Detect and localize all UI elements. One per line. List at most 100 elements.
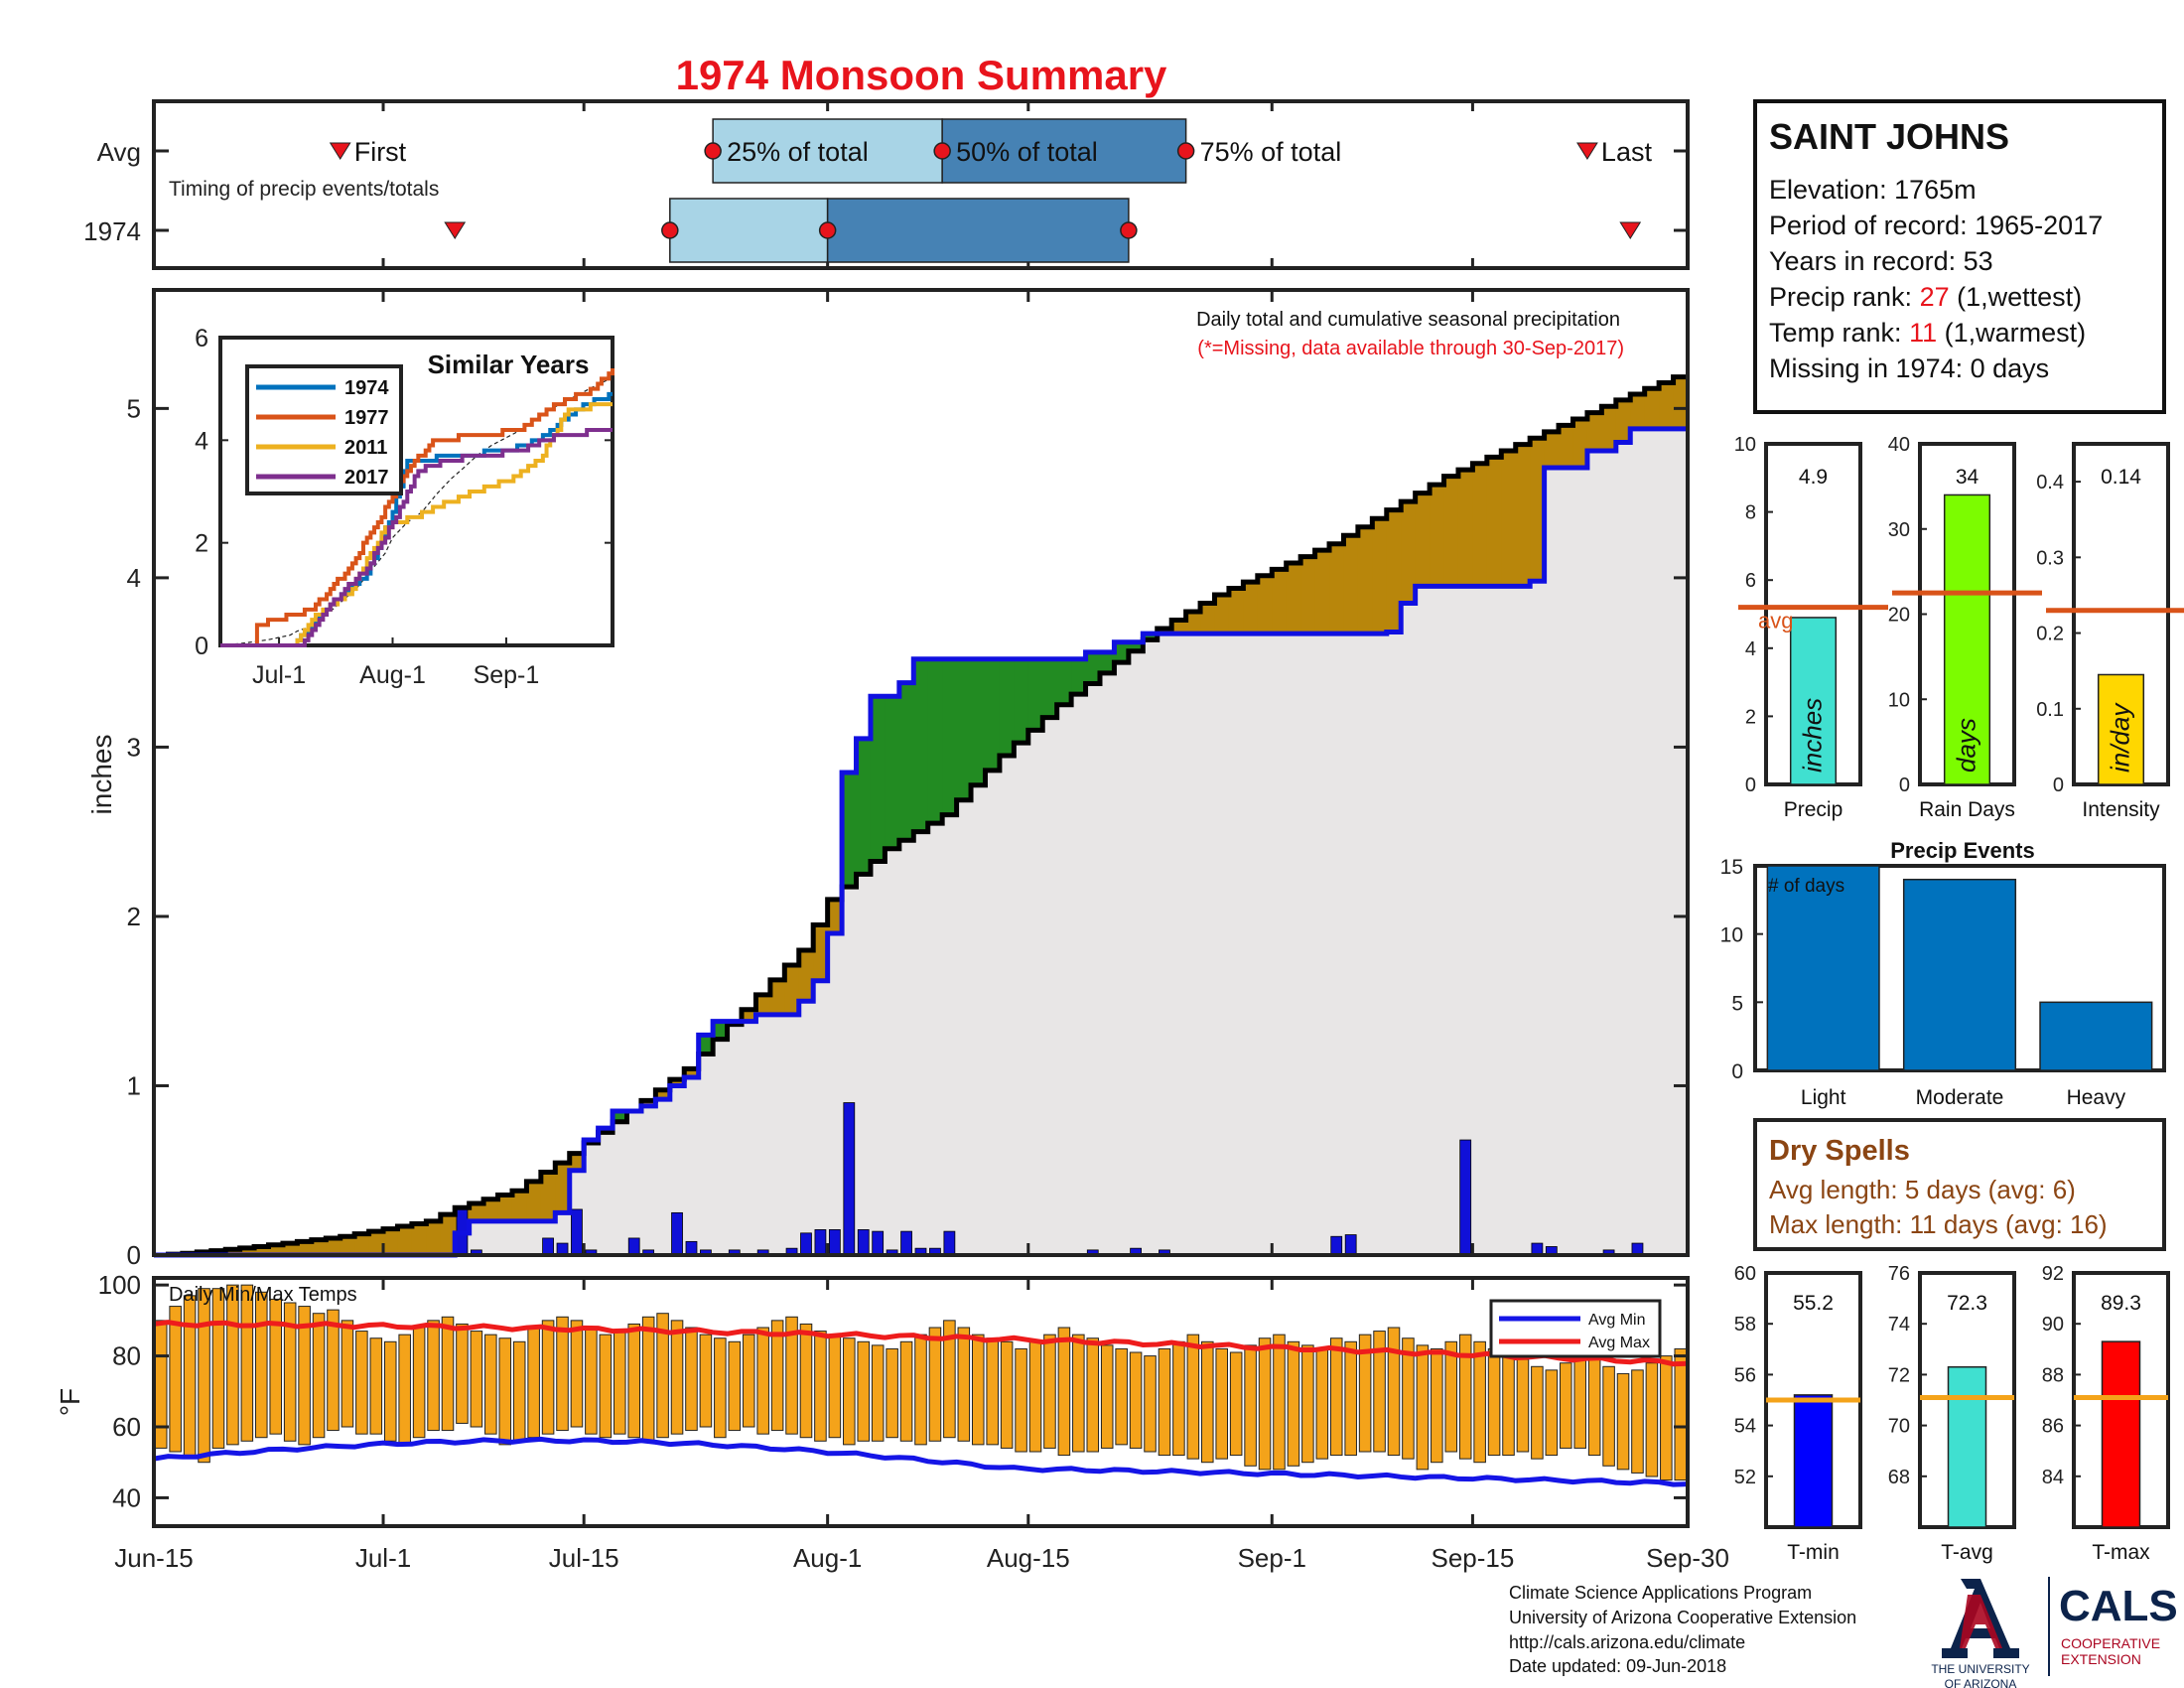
deficit-segment xyxy=(1314,550,1330,634)
tsum-ytick-label: 52 xyxy=(1734,1467,1756,1488)
inset-xtick-label: Jul-1 xyxy=(252,661,306,689)
timing-quantile-dot xyxy=(704,142,722,160)
temp-range-bar xyxy=(327,1309,340,1432)
temp-range-bar xyxy=(1502,1355,1515,1457)
tsum-ytick-label: 60 xyxy=(1734,1263,1756,1285)
university-of-arizona-logo: THE UNIVERSITY OF ARIZONA CALS COOPERATI… xyxy=(1931,1577,2178,1688)
deficit-segment xyxy=(1486,457,1502,587)
stat-unit-label: inches xyxy=(1798,698,1828,773)
footer-line-3: http://cals.arizona.edu/climate xyxy=(1509,1632,1745,1652)
stat-ytick-label: 0.1 xyxy=(2036,699,2064,721)
deficit-segment xyxy=(411,1223,427,1255)
daily-precip-bar xyxy=(872,1230,885,1256)
deficit-segment xyxy=(1415,492,1431,587)
temp-range-bar xyxy=(484,1334,497,1435)
temp-range-bar xyxy=(283,1302,297,1442)
deficit-segment xyxy=(1515,444,1531,587)
deficit-segment xyxy=(383,1228,398,1255)
stat-value-label: 34 xyxy=(1956,466,1979,489)
inset-avg-dashed-line xyxy=(219,376,614,646)
inset-ytick-label: 4 xyxy=(195,427,208,455)
deficit-segment xyxy=(1601,406,1617,451)
deficit-segment xyxy=(1272,569,1288,634)
events-ytick-label: 15 xyxy=(1720,856,1743,879)
tsum-ytick-label: 92 xyxy=(2042,1263,2064,1285)
temp-range-bar xyxy=(1129,1351,1143,1449)
surplus-segment xyxy=(956,658,972,800)
temp-range-bar xyxy=(914,1334,927,1446)
surplus-segment xyxy=(999,658,1015,756)
stat-bar-Intensity xyxy=(2097,673,2145,785)
daily-precip-bar xyxy=(843,1102,856,1256)
temp-range-bar xyxy=(1186,1334,1200,1460)
deficit-segment xyxy=(769,979,785,1015)
daily-precip-bar xyxy=(1344,1234,1357,1256)
tsum-ytick-label: 90 xyxy=(2042,1314,2064,1336)
temp-range-bar xyxy=(1559,1362,1572,1449)
timing-row-label-avg: Avg xyxy=(97,137,141,167)
temp-range-bar xyxy=(269,1298,283,1435)
surplus-segment xyxy=(698,1035,714,1055)
tsum-ytick-label: 56 xyxy=(1734,1364,1756,1386)
deficit-segment xyxy=(1544,431,1560,469)
stat-unit-label: days xyxy=(1952,718,1981,773)
temp-range-bar xyxy=(1431,1347,1443,1464)
temp-range-bar xyxy=(627,1323,640,1439)
tsum-ytick-label: 76 xyxy=(1888,1263,1910,1285)
temp-range-bar xyxy=(1258,1337,1272,1471)
surplus-segment xyxy=(1056,658,1072,705)
temp-range-bar xyxy=(1215,1347,1229,1460)
surplus-segment xyxy=(1085,651,1101,684)
temp-range-bar xyxy=(1086,1337,1100,1453)
deficit-segment xyxy=(1386,509,1402,633)
surplus-segment xyxy=(971,658,986,785)
deficit-segment xyxy=(340,1236,355,1255)
temp-range-bar xyxy=(369,1337,383,1435)
main-ytick-label: 2 xyxy=(127,902,141,931)
timing-quantile-dot xyxy=(1176,142,1195,160)
daily-precip-bar xyxy=(571,1208,583,1256)
dry-spells-max: Max length: 11 days (avg: 16) xyxy=(1769,1209,2108,1239)
footer: Climate Science Applications Program Uni… xyxy=(1509,1577,2178,1688)
temp-range-bar xyxy=(1416,1344,1430,1471)
temp-range-bar xyxy=(470,1331,483,1428)
temp-range-bar xyxy=(498,1337,512,1446)
temp-range-bar xyxy=(1587,1355,1601,1457)
tsum-ytick-label: 74 xyxy=(1888,1314,1910,1336)
stat-ytick-label: 30 xyxy=(1888,519,1910,541)
inset-legend-label: 2011 xyxy=(344,437,387,459)
deficit-segment xyxy=(1457,470,1473,587)
surplus-segment xyxy=(985,658,1001,771)
stat-ytick-label: 0.2 xyxy=(2036,624,2064,645)
inset-legend-label: 1977 xyxy=(344,407,389,429)
stat-ytick-label: 0 xyxy=(1899,774,1910,796)
temp-range-bar xyxy=(742,1334,755,1428)
timing-box-50-75 xyxy=(826,198,1130,263)
season-stats-panels: 0 2 4 6 8 10 inches 4.9 Precip avg 0 10 20 30 40 days 34… xyxy=(1734,434,2184,821)
temp-range-bar xyxy=(298,1306,311,1446)
deficit-segment xyxy=(511,1191,527,1221)
temp-range-bar xyxy=(383,1340,397,1442)
inset-legend-label: 1974 xyxy=(344,377,389,399)
temp-range-bar xyxy=(943,1320,956,1439)
station-elevation: Elevation: 1765m xyxy=(1769,175,1977,205)
temp-range-bar xyxy=(756,1327,769,1435)
deficit-segment xyxy=(354,1233,370,1255)
temp-range-bar xyxy=(1602,1365,1615,1467)
cumulative-precip-panel: 0 1 2 3 4 5 inches Daily total and cumulative… xyxy=(86,288,1690,1270)
temp-range-bar xyxy=(183,1295,197,1457)
temp-range-bar xyxy=(1358,1334,1372,1453)
stat-unit-label: in/day xyxy=(2106,702,2135,773)
deficit-segment xyxy=(684,1068,700,1077)
daily-precip-bar xyxy=(828,1229,841,1256)
temp-range-bar xyxy=(1473,1340,1486,1464)
main-frame xyxy=(152,288,1690,1257)
timing-box-50-75 xyxy=(941,118,1187,184)
temp-range-bar xyxy=(770,1320,784,1432)
deficit-segment xyxy=(225,1249,241,1255)
surplus-segment xyxy=(1027,658,1043,731)
temp-range-bar xyxy=(1201,1340,1214,1464)
station-period: Period of record: 1965-2017 xyxy=(1769,211,2103,240)
station-name: SAINT JOHNS xyxy=(1769,116,2009,157)
temp-range-bar xyxy=(341,1320,354,1428)
